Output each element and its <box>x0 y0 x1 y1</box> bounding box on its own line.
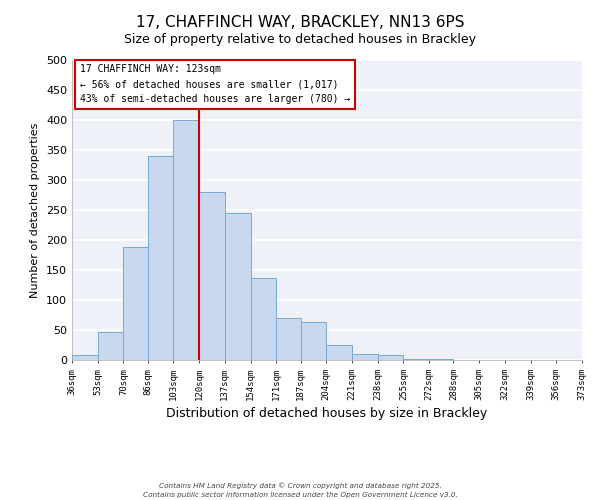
Bar <box>173 120 199 360</box>
Bar <box>199 192 225 360</box>
Bar <box>277 318 301 360</box>
Bar <box>148 156 173 360</box>
Bar <box>301 322 326 360</box>
X-axis label: Distribution of detached houses by size in Brackley: Distribution of detached houses by size … <box>166 407 488 420</box>
Bar <box>326 345 352 360</box>
Text: Contains HM Land Registry data © Crown copyright and database right 2025.
Contai: Contains HM Land Registry data © Crown c… <box>143 482 457 498</box>
Y-axis label: Number of detached properties: Number of detached properties <box>31 122 40 298</box>
Bar <box>251 278 277 360</box>
Bar <box>98 332 124 360</box>
Bar <box>225 213 251 360</box>
Bar <box>124 247 148 360</box>
Text: 17, CHAFFINCH WAY, BRACKLEY, NN13 6PS: 17, CHAFFINCH WAY, BRACKLEY, NN13 6PS <box>136 15 464 30</box>
Text: Size of property relative to detached houses in Brackley: Size of property relative to detached ho… <box>124 32 476 46</box>
Bar <box>403 359 429 360</box>
Bar <box>377 355 403 360</box>
Text: 17 CHAFFINCH WAY: 123sqm
← 56% of detached houses are smaller (1,017)
43% of sem: 17 CHAFFINCH WAY: 123sqm ← 56% of detach… <box>80 64 350 104</box>
Bar <box>72 355 98 360</box>
Bar <box>352 354 377 360</box>
